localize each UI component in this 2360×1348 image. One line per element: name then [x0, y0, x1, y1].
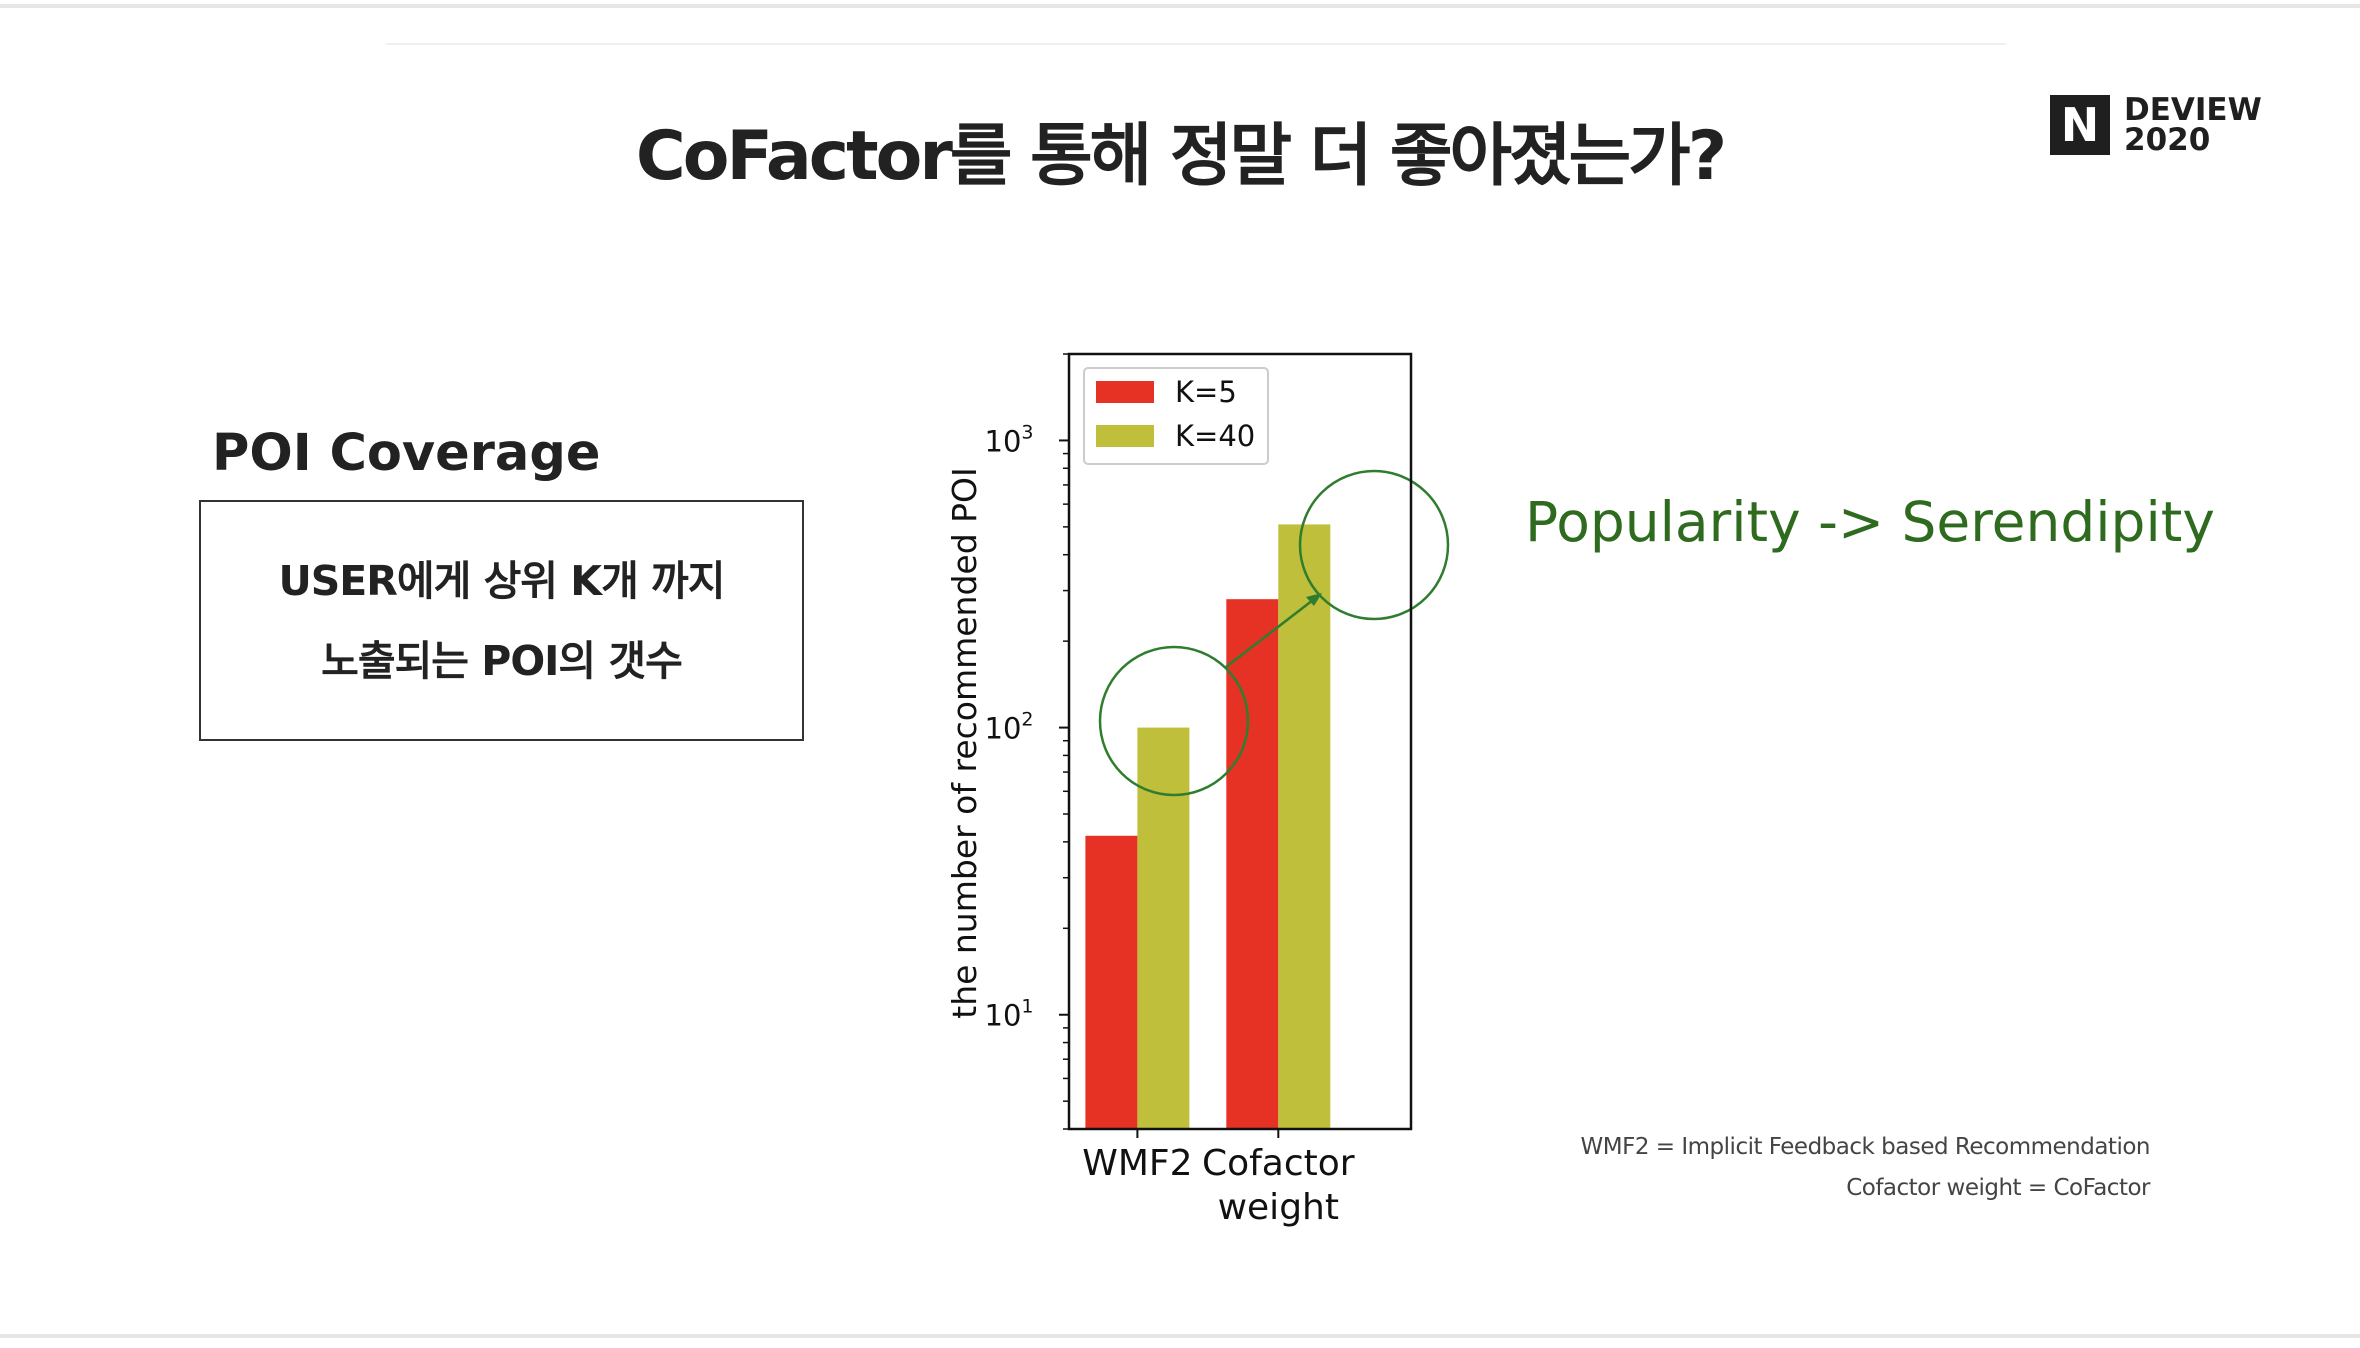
footnote-wmf2: WMF2 = Implicit Feedback based Recommend…: [1580, 1134, 2151, 1160]
footnote-cofactor: Cofactor weight = CoFactor: [1846, 1175, 2150, 1201]
logo-text: DEVIEW 2020: [2124, 92, 2262, 158]
bar-k40-0: [1137, 727, 1190, 1129]
bottom-border: [0, 1334, 2360, 1338]
deview-logo: N DEVIEW 2020: [2050, 94, 2262, 156]
slide-title: CoFactor를 통해 정말 더 좋아졌는가?: [635, 117, 1727, 196]
callout-text: Popularity -> Serendipity: [1525, 490, 2215, 554]
y-axis-label: the number of recommended POI: [945, 467, 984, 1019]
x-tick-label: WMF2: [1082, 1143, 1192, 1184]
improvement-arrow-head: [1306, 593, 1322, 606]
bar-k40-1: [1278, 524, 1331, 1129]
y-tick-label: 102: [985, 709, 1034, 746]
logo-line-2: 2020: [2124, 122, 2211, 158]
plot-frame: [1067, 352, 1413, 1131]
y-ticks-group: 101 102 103: [985, 353, 1069, 1130]
header-rule: [386, 43, 2006, 45]
highlight-circle-cofactor: [1298, 469, 1450, 621]
legend-label: K=40: [1175, 419, 1255, 453]
logo-mark: N: [2050, 95, 2110, 155]
bar-k5-0: [1085, 835, 1138, 1129]
annotations-group: [1098, 469, 1450, 797]
definition-line-2: 노출되는 POI의 갯수: [321, 636, 683, 685]
bar-k5-1: [1226, 599, 1279, 1129]
highlight-circle-wmf2: [1098, 645, 1250, 797]
bars-group: [1085, 524, 1331, 1129]
legend-swatch: [1096, 425, 1154, 447]
legend: K=5 K=40: [1083, 367, 1269, 465]
y-tick-label: 103: [985, 421, 1034, 458]
poi-coverage-heading: POI Coverage: [212, 424, 601, 483]
legend-label: K=5: [1175, 375, 1237, 409]
definition-box: USER에게 상위 K개 까지 노출되는 POI의 갯수: [199, 500, 804, 741]
x-tick-label: weight: [1218, 1187, 1339, 1228]
x-tick-label: Cofactor: [1202, 1143, 1355, 1184]
y-tick-label: 101: [985, 996, 1034, 1033]
definition-line-1: USER에게 상위 K개 까지: [278, 556, 725, 605]
improvement-arrow-line: [1225, 599, 1314, 668]
legend-swatch: [1096, 381, 1154, 403]
logo-line-1: DEVIEW: [2124, 92, 2262, 128]
poi-coverage-chart: the number of recommended POI 101102103 …: [945, 352, 1450, 1228]
top-border: [0, 4, 2360, 8]
